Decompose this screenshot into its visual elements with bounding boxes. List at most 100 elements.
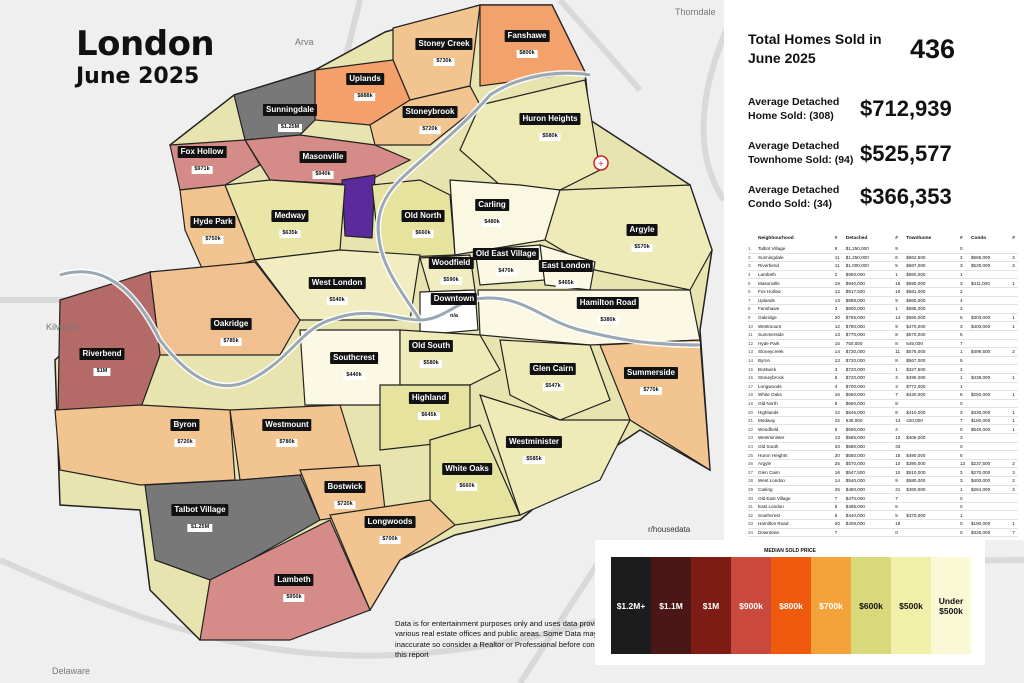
table-cell: $180,000 [970,416,1013,426]
table-cell: $580,000 [906,476,960,486]
table-cell: 13 [959,459,971,469]
neighbourhood-label[interactable]: Westminister $585k [505,436,563,464]
neighbourhood-label[interactable]: Downtown n/a [430,293,478,321]
table-cell: 10 [748,321,758,331]
region-riverbend [57,271,161,411]
neighbourhood-label[interactable]: Fanshawe $800k [504,30,550,58]
table-cell: 8 [895,407,907,417]
table-cell [970,339,1013,349]
table-cell: 0 [959,399,971,409]
neighbourhood-label[interactable]: Huron Heights $580k [519,113,581,141]
table-cell [906,399,960,409]
table-cell: 3 [959,261,971,271]
legend-swatch: $1.1M [651,557,691,654]
table-cell [970,296,1013,306]
table-cell: 2 [748,253,758,263]
neighbourhood-label[interactable]: Westmount $780k [262,419,312,447]
table-cell: 6 [748,287,758,297]
neighbourhood-label[interactable]: Woodfield $590k [428,257,474,285]
table-cell: Stoneybrook [758,373,835,383]
region-talbot-village [144,474,321,581]
table-row: 2 Sunningdale 11 $1,250,000 6 $662,500 2 $665,0… [748,253,1018,263]
table-cell [970,450,1013,460]
neighbourhood-label[interactable]: Summerside $770k [623,367,679,395]
table-cell: 1 [1012,313,1018,323]
table-header-cell: Condo [970,236,987,241]
table-cell: 24 [748,442,758,452]
table-cell: 8 [834,399,846,409]
table-cell: Stoneycreek [758,347,835,357]
neighbourhood-label[interactable]: Old North $660k [401,210,445,238]
legend-swatch: $1.2M+ [611,557,651,654]
neighbourhood-label[interactable]: Carling $480k [475,199,509,227]
neighbourhood-label[interactable]: Old South $580k [408,340,454,368]
neighbourhood-label[interactable]: Masonville $940k [299,151,347,179]
table-cell: 420,000 [906,416,960,426]
table-cell [970,245,1013,254]
neighbourhood-price: $750k [202,236,224,244]
table-cell: 7 [834,528,846,538]
avg-townhome-value: $525,577 [860,141,952,166]
neighbourhood-label[interactable]: East London $465k [538,260,594,288]
neighbourhood-label[interactable]: Talbot Village $1.25M [171,504,229,532]
neighbourhood-label[interactable]: White Oaks $660k [442,463,492,491]
table-cell: Westminister [758,433,835,443]
table-cell [845,528,896,538]
table-cell: Glen Cairn [758,467,835,478]
table-cell [970,502,1013,512]
neighbourhood-label[interactable]: Hyde Park $750k [190,216,236,244]
table-cell: $550,000 [906,313,960,323]
neighbourhood-label[interactable]: Lambeth $950k [274,574,314,602]
neighbourhood-name: Glen Cairn [529,363,577,375]
neighbourhood-name: East London [538,260,594,272]
neighbourhood-label[interactable]: Glen Cairn $547k [529,363,577,391]
table-cell: 7 [1012,528,1018,538]
neighbourhood-label[interactable]: Fox Hollow $971k [177,146,227,174]
table-cell: 3 [1012,261,1018,271]
table-cell: Byron [758,356,835,366]
table-cell: 3 [748,261,758,271]
table-cell: 16 [834,467,846,478]
neighbourhood-label[interactable]: Byron $720k [170,419,200,447]
table-cell: 6 [895,253,907,263]
neighbourhood-label[interactable]: Southcrest $440k [330,352,378,380]
table-cell: Oakridge [758,313,835,323]
neighbourhood-price: $1.25M [187,524,213,532]
table-row: 5 Masonville 19 $940,000 15 $590,000 3 $411,000… [748,278,1018,288]
table-cell: 3 [895,382,907,392]
neighbourhood-label[interactable]: Bostwick $720k [324,481,366,509]
neighbourhood-label[interactable]: Riverbend $1M [79,348,125,376]
table-cell: 3 [959,321,971,331]
neighbourhood-label[interactable]: Stoney Creek $730k [415,38,473,66]
neighbourhood-label[interactable]: Longwoods $700k [364,516,416,544]
table-header-cell: # [1012,236,1015,241]
neighbourhood-label[interactable]: Sunningdale $1.25M [263,104,317,132]
neighbourhood-label[interactable]: Highland $645k [408,392,450,420]
table-cell [1012,364,1018,374]
table-cell: 5 [959,330,971,340]
neighbourhood-name: Bostwick [324,481,366,493]
table-cell [1012,450,1018,460]
table-cell: Carling [758,485,835,495]
neighbourhood-label[interactable]: West London $540k [308,277,366,305]
neighbourhood-label[interactable]: Medway $635k [271,210,309,238]
table-cell: 9 [895,476,907,486]
neighbourhood-label[interactable]: Stoneybrook $720k [402,106,458,134]
table-cell: 5 [959,356,971,366]
neighbourhood-label[interactable]: Old East Village $470k [472,248,540,276]
table-cell: $430,000 [906,390,960,400]
neighbourhood-label[interactable]: Uplands $888k [346,73,384,101]
table-cell: 31 [748,502,758,512]
table-cell: 0 [959,442,971,452]
table-cell: 8 [895,356,907,366]
neighbourhood-label[interactable]: Oakridge $785k [210,318,252,346]
table-row: 15 Bostwick 3 $720,000 1 $327,500 2 [748,364,1018,374]
neighbourhood-name: Oakridge [210,318,252,330]
table-cell: 1 [959,510,971,520]
table-cell: 1 [1012,390,1018,400]
neighbourhood-label[interactable]: Hamilton Road $380k [576,297,640,325]
table-cell: $237,500 [970,459,1013,469]
table-cell: 13 [834,330,846,340]
neighbourhood-label[interactable]: Argyle $570k [626,224,658,252]
